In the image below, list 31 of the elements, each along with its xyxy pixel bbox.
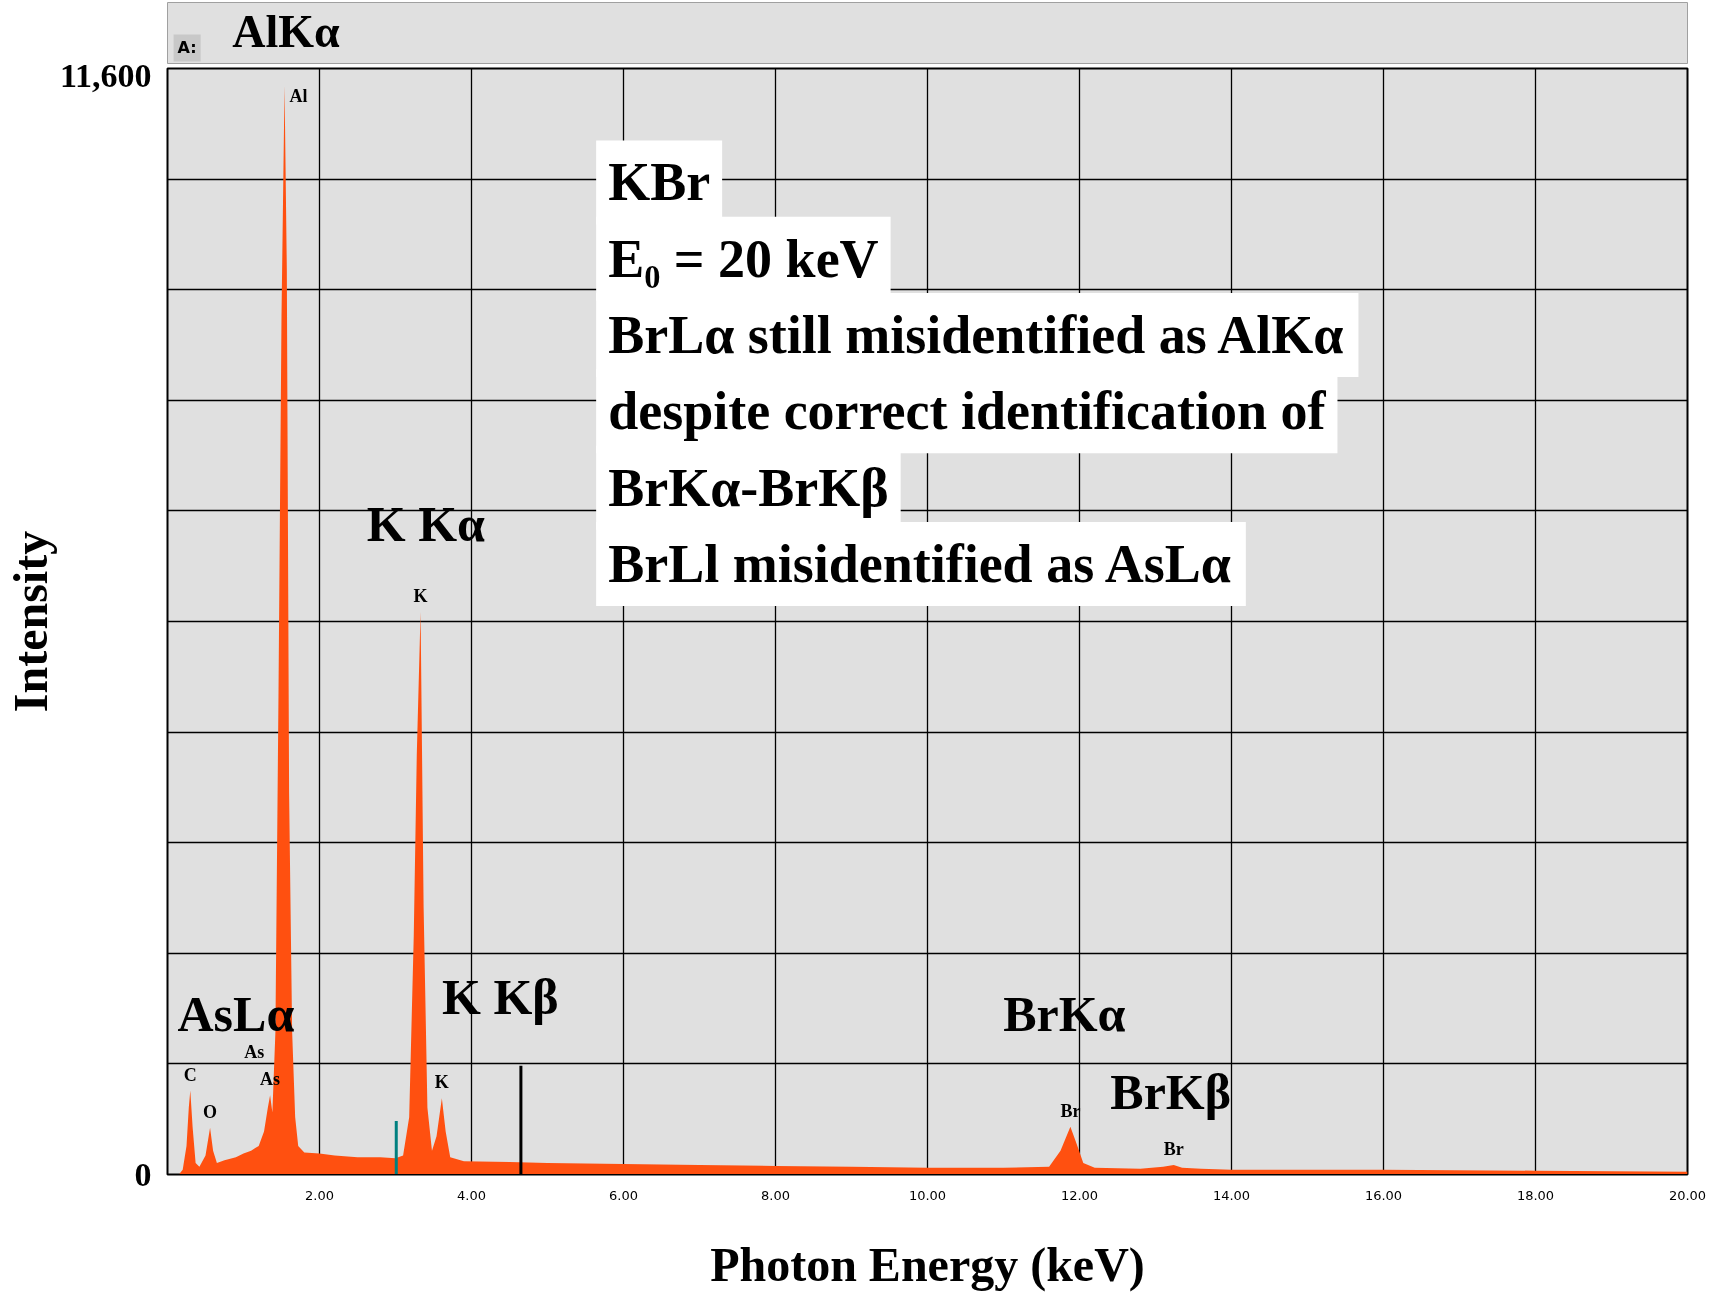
annotation: BrKβ [1110, 1064, 1232, 1121]
y-tick-label: 0 [134, 1155, 152, 1193]
y-tick-label: 11,600 [59, 56, 152, 94]
x-tick-label: 4.00 [457, 1187, 486, 1203]
x-tick-label: 6.00 [609, 1187, 638, 1203]
x-axis-title: Photon Energy (keV) [710, 1237, 1145, 1292]
x-tick-label: 20.00 [1668, 1187, 1707, 1203]
annotation: BrLα still misidentified as AlKα [608, 305, 1344, 366]
annotation: K [413, 585, 428, 606]
y-axis-title: Intensity [3, 530, 57, 713]
text: AlKα [232, 6, 341, 58]
x-tick-label: 8.00 [761, 1187, 790, 1203]
annotation: K [434, 1072, 449, 1093]
text: A: [177, 38, 197, 58]
annotation: As [244, 1041, 265, 1062]
x-tick-label: 2.00 [305, 1187, 334, 1203]
annotation: E₀ = 20 keV [608, 228, 879, 289]
annotation: KBr [608, 152, 711, 213]
annotation: despite correct identification of [608, 381, 1327, 442]
annotation: BrKα-BrKβ [608, 457, 889, 518]
x-tick-label: 18.00 [1516, 1187, 1555, 1203]
annotation: Br [1060, 1100, 1081, 1121]
x-tick-label: 10.00 [908, 1187, 947, 1203]
annotation: Br [1163, 1138, 1184, 1159]
annotation: Al [289, 85, 308, 106]
annotation: C [183, 1064, 197, 1085]
annotation: BrLl misidentified as AsLα [608, 533, 1231, 594]
x-tick-label: 14.00 [1212, 1187, 1251, 1203]
x-tick-label: 12.00 [1060, 1187, 1099, 1203]
x-tick-label: 16.00 [1364, 1187, 1403, 1203]
annotation: O [203, 1101, 218, 1122]
